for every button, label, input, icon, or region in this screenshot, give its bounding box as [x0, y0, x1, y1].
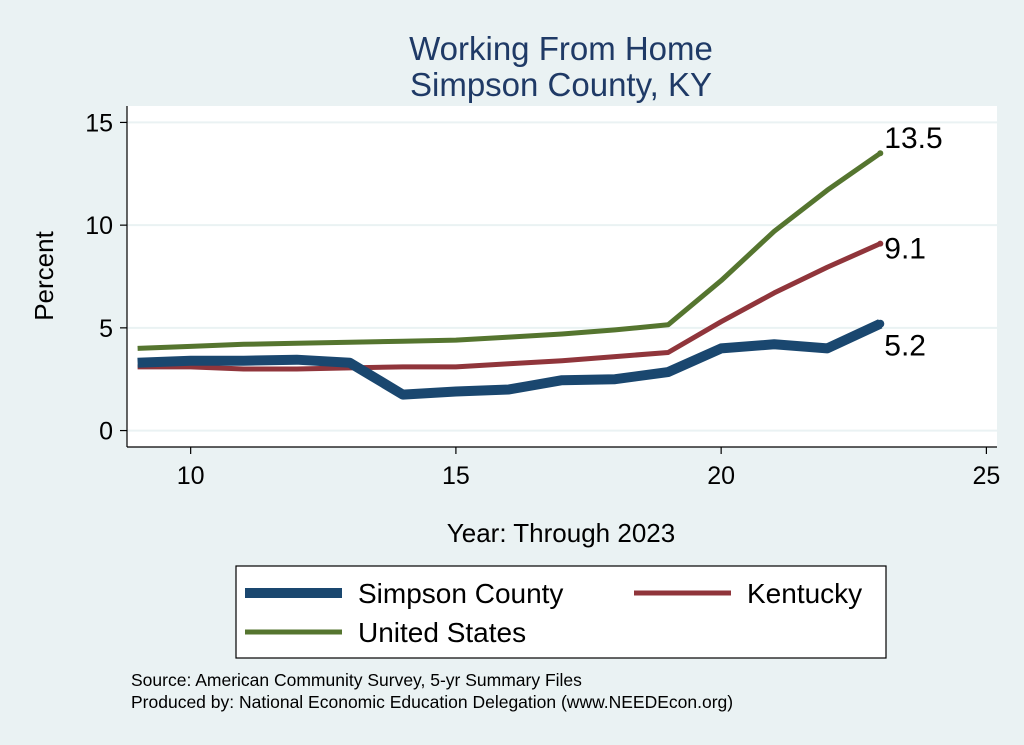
x-tick-label: 25 — [972, 462, 1000, 490]
end-label-kentucky: 9.1 — [884, 233, 926, 266]
source-line: Source: American Community Survey, 5-yr … — [131, 670, 582, 690]
grid — [127, 121, 997, 432]
x-tick-label: 10 — [177, 462, 205, 490]
axis-ticks: 0 5 10 15 10 15 20 25 — [85, 109, 1000, 490]
legend-label: United States — [358, 617, 526, 648]
series — [137, 150, 885, 400]
series-line-united-states — [137, 151, 882, 351]
end-label-united-states: 13.5 — [884, 122, 942, 155]
producer-line: Produced by: National Economic Education… — [131, 692, 734, 712]
y-tick-label: 10 — [85, 212, 113, 240]
series-end-point — [877, 240, 884, 247]
chart-title-line-1: Working From Home — [409, 30, 713, 67]
series-end-point — [877, 150, 884, 157]
y-axis-label: Percent — [29, 230, 59, 320]
y-tick-label: 0 — [99, 418, 113, 446]
chart-title-line-2: Simpson County, KY — [410, 66, 712, 103]
x-tick-label: 15 — [442, 462, 470, 490]
plot-area — [127, 106, 997, 447]
series-line-simpson-county — [137, 319, 883, 400]
series-line-kentucky — [137, 241, 882, 372]
legend: Simpson County Kentucky United States — [245, 578, 862, 648]
x-axis-label: Year: Through 2023 — [447, 518, 675, 548]
legend-box — [235, 565, 887, 659]
legend-label: Kentucky — [747, 578, 862, 609]
y-tick-label: 5 — [99, 315, 113, 343]
x-tick-label: 20 — [707, 462, 735, 490]
series-end-point — [876, 319, 885, 328]
end-label-simpson-county: 5.2 — [884, 330, 926, 363]
y-tick-label: 15 — [85, 109, 113, 137]
legend-label: Simpson County — [358, 578, 563, 609]
end-labels: 5.2 9.1 13.5 — [884, 122, 942, 362]
